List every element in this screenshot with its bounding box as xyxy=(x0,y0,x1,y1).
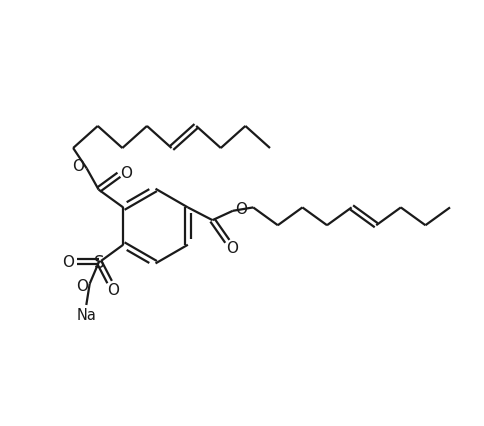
Text: O: O xyxy=(76,279,88,294)
Text: O: O xyxy=(120,166,132,181)
Text: O: O xyxy=(226,241,238,256)
Text: S: S xyxy=(93,253,104,271)
Text: O: O xyxy=(234,201,246,216)
Text: Na: Na xyxy=(76,307,96,322)
Text: O: O xyxy=(62,255,75,270)
Text: O: O xyxy=(107,282,119,297)
Text: O: O xyxy=(72,159,84,174)
